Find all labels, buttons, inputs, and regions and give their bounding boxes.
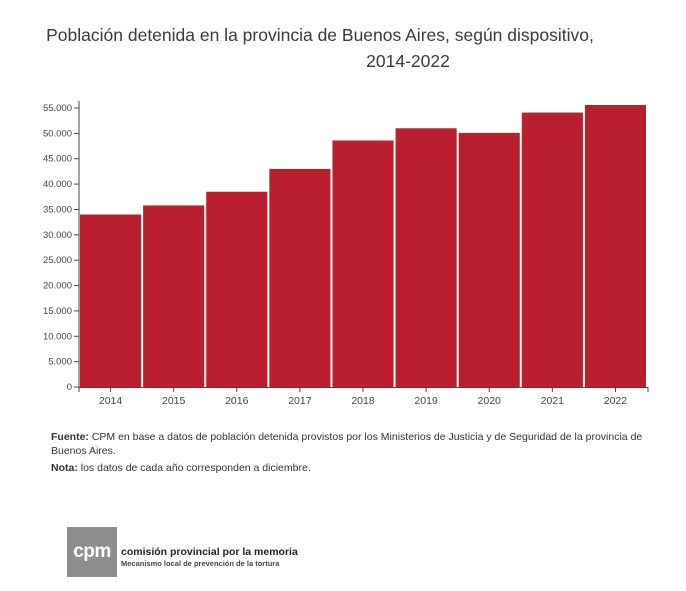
y-tick-label: 30.000 [43,230,72,241]
source-label: Fuente: [51,431,89,443]
y-tick-label: 10.000 [43,331,72,342]
bar-2016 [206,191,268,387]
y-tick-label: 50.000 [43,128,72,139]
footnote: Nota: los datos de cada año corresponden… [51,462,666,476]
x-tick-label: 2014 [99,395,123,407]
y-tick-label: 5.000 [48,357,72,368]
y-tick-label: 25.000 [43,255,72,266]
x-tick-label: 2015 [162,395,186,407]
footnote-text: los datos de cada año corresponden a dic… [77,462,311,474]
cpm-logo-mark: cpm [73,541,111,562]
chart-title-line-2: 2014-2022 [366,51,450,71]
source-text: CPM en base a datos de población detenid… [51,431,643,457]
y-tick-label: 20.000 [43,281,72,292]
x-tick-label: 2021 [541,395,565,407]
chart-notes: Fuente: CPM en base a datos de población… [51,431,666,480]
organization-subtitle: Mecanismo local de prevención de la tort… [121,559,280,568]
x-tick-label: 2017 [288,395,312,407]
bar-chart: 0 5.000 10.000 15.000 20.000 25.000 30.000 35.0… [43,101,649,407]
bar-2020 [458,132,520,387]
bar-2018 [332,140,394,387]
y-tick-label: 15.000 [43,306,72,317]
y-tick-label: 45.000 [43,154,72,165]
bar-2017 [269,168,331,387]
y-tick-label: 0 [67,382,72,393]
chart-title: Población detenida en la provincia de Bu… [20,22,620,74]
organization-label: comisión provincial por la memoria Mecan… [121,546,298,568]
organization-name: comisión provincial por la memoria [121,546,298,558]
bar-2021 [521,112,583,387]
chart-title-line-1: Población detenida en la provincia de Bu… [46,25,594,45]
footnote-label: Nota: [51,462,78,474]
bar-2019 [395,128,457,388]
x-tick-label: 2016 [225,395,249,407]
cpm-logo: cpm [67,527,117,577]
x-tick-label: 2020 [478,395,502,407]
x-tick-label: 2018 [351,395,375,407]
x-tick-label: 2022 [604,395,628,407]
y-tick-label: 40.000 [43,179,72,190]
bar-2022 [584,104,646,387]
x-tick-label: 2019 [414,395,438,407]
bar-2014 [80,214,142,387]
y-tick-label: 35.000 [43,204,72,215]
y-tick-label: 55.000 [43,103,72,114]
bar-2015 [143,205,205,387]
source-note: Fuente: CPM en base a datos de población… [51,431,666,458]
